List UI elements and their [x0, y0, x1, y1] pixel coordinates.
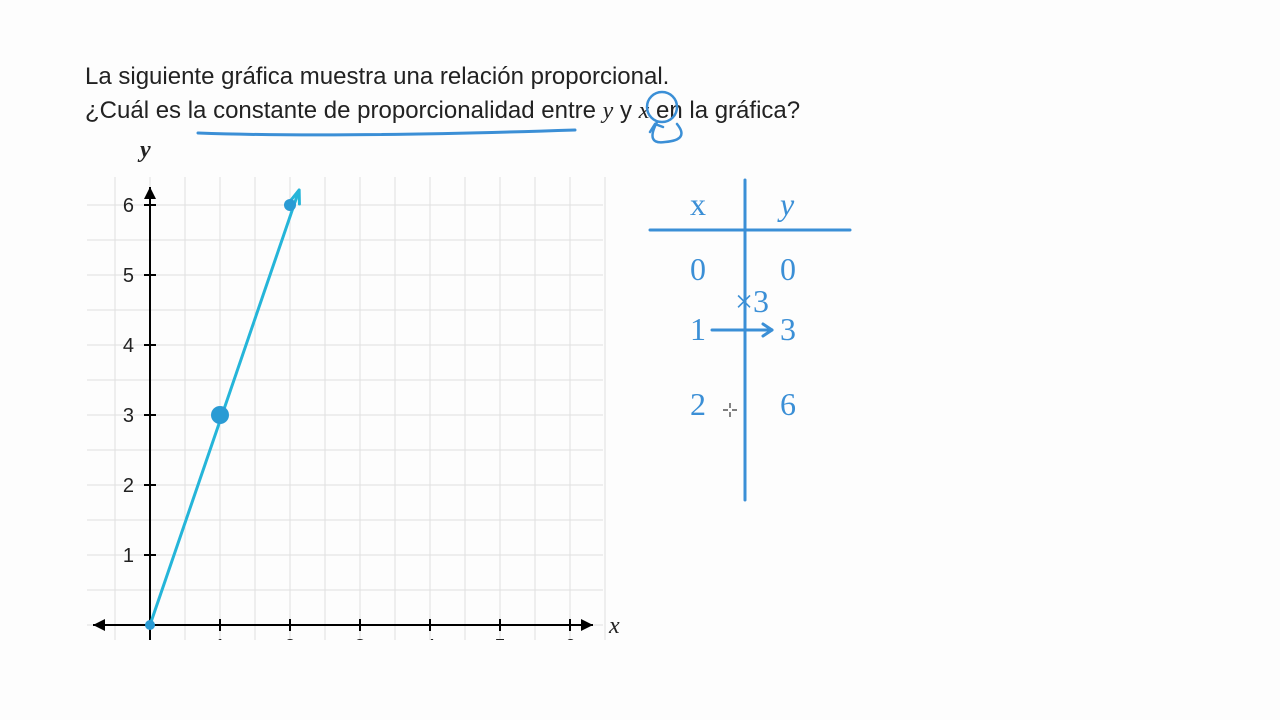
- x-axis-label: x: [608, 613, 620, 639]
- table-header-y: y: [777, 186, 795, 222]
- circle-x-annotation: [647, 92, 677, 122]
- y-tick-label: 1: [123, 545, 134, 567]
- x-tick-label: 5: [494, 636, 505, 640]
- y-axis-label: y: [137, 137, 151, 163]
- table-cell-y: 6: [780, 386, 796, 422]
- table-cell-y: 0: [780, 251, 796, 287]
- x-tick-label: 3: [354, 636, 365, 640]
- table-cell-x: 0: [690, 251, 706, 287]
- x-tick-label: 6: [564, 636, 575, 640]
- y-tick-label: 6: [123, 195, 134, 217]
- page-container: La siguiente gráfica muestra una relació…: [0, 0, 1280, 198]
- arrow-under-x-head: [650, 124, 663, 132]
- data-point: [211, 406, 229, 424]
- table-cell-x: 1: [690, 311, 706, 347]
- chart-bg: [85, 175, 605, 640]
- data-point: [284, 199, 296, 211]
- x-tick-label: 4: [424, 636, 435, 640]
- mult-label: ×3: [735, 283, 769, 319]
- table-cell-y: 3: [780, 311, 796, 347]
- table-cell-x: 2: [690, 386, 706, 422]
- y-tick-label: 2: [123, 475, 134, 497]
- origin-point: [145, 620, 155, 630]
- y-tick-label: 4: [123, 335, 134, 357]
- underline-annotation: [198, 130, 575, 135]
- y-tick-label: 3: [123, 405, 134, 427]
- main-svg: 1 2 3 4 5 6 1 2 3 4 5 6 y x x y 0 0 1 3 2 6 ×3: [85, 60, 1195, 640]
- table-header-x: x: [690, 186, 706, 222]
- x-tick-label: 1: [214, 636, 225, 640]
- x-tick-label: 2: [284, 636, 295, 640]
- y-tick-label: 5: [123, 265, 134, 287]
- cursor-icon: [723, 403, 737, 417]
